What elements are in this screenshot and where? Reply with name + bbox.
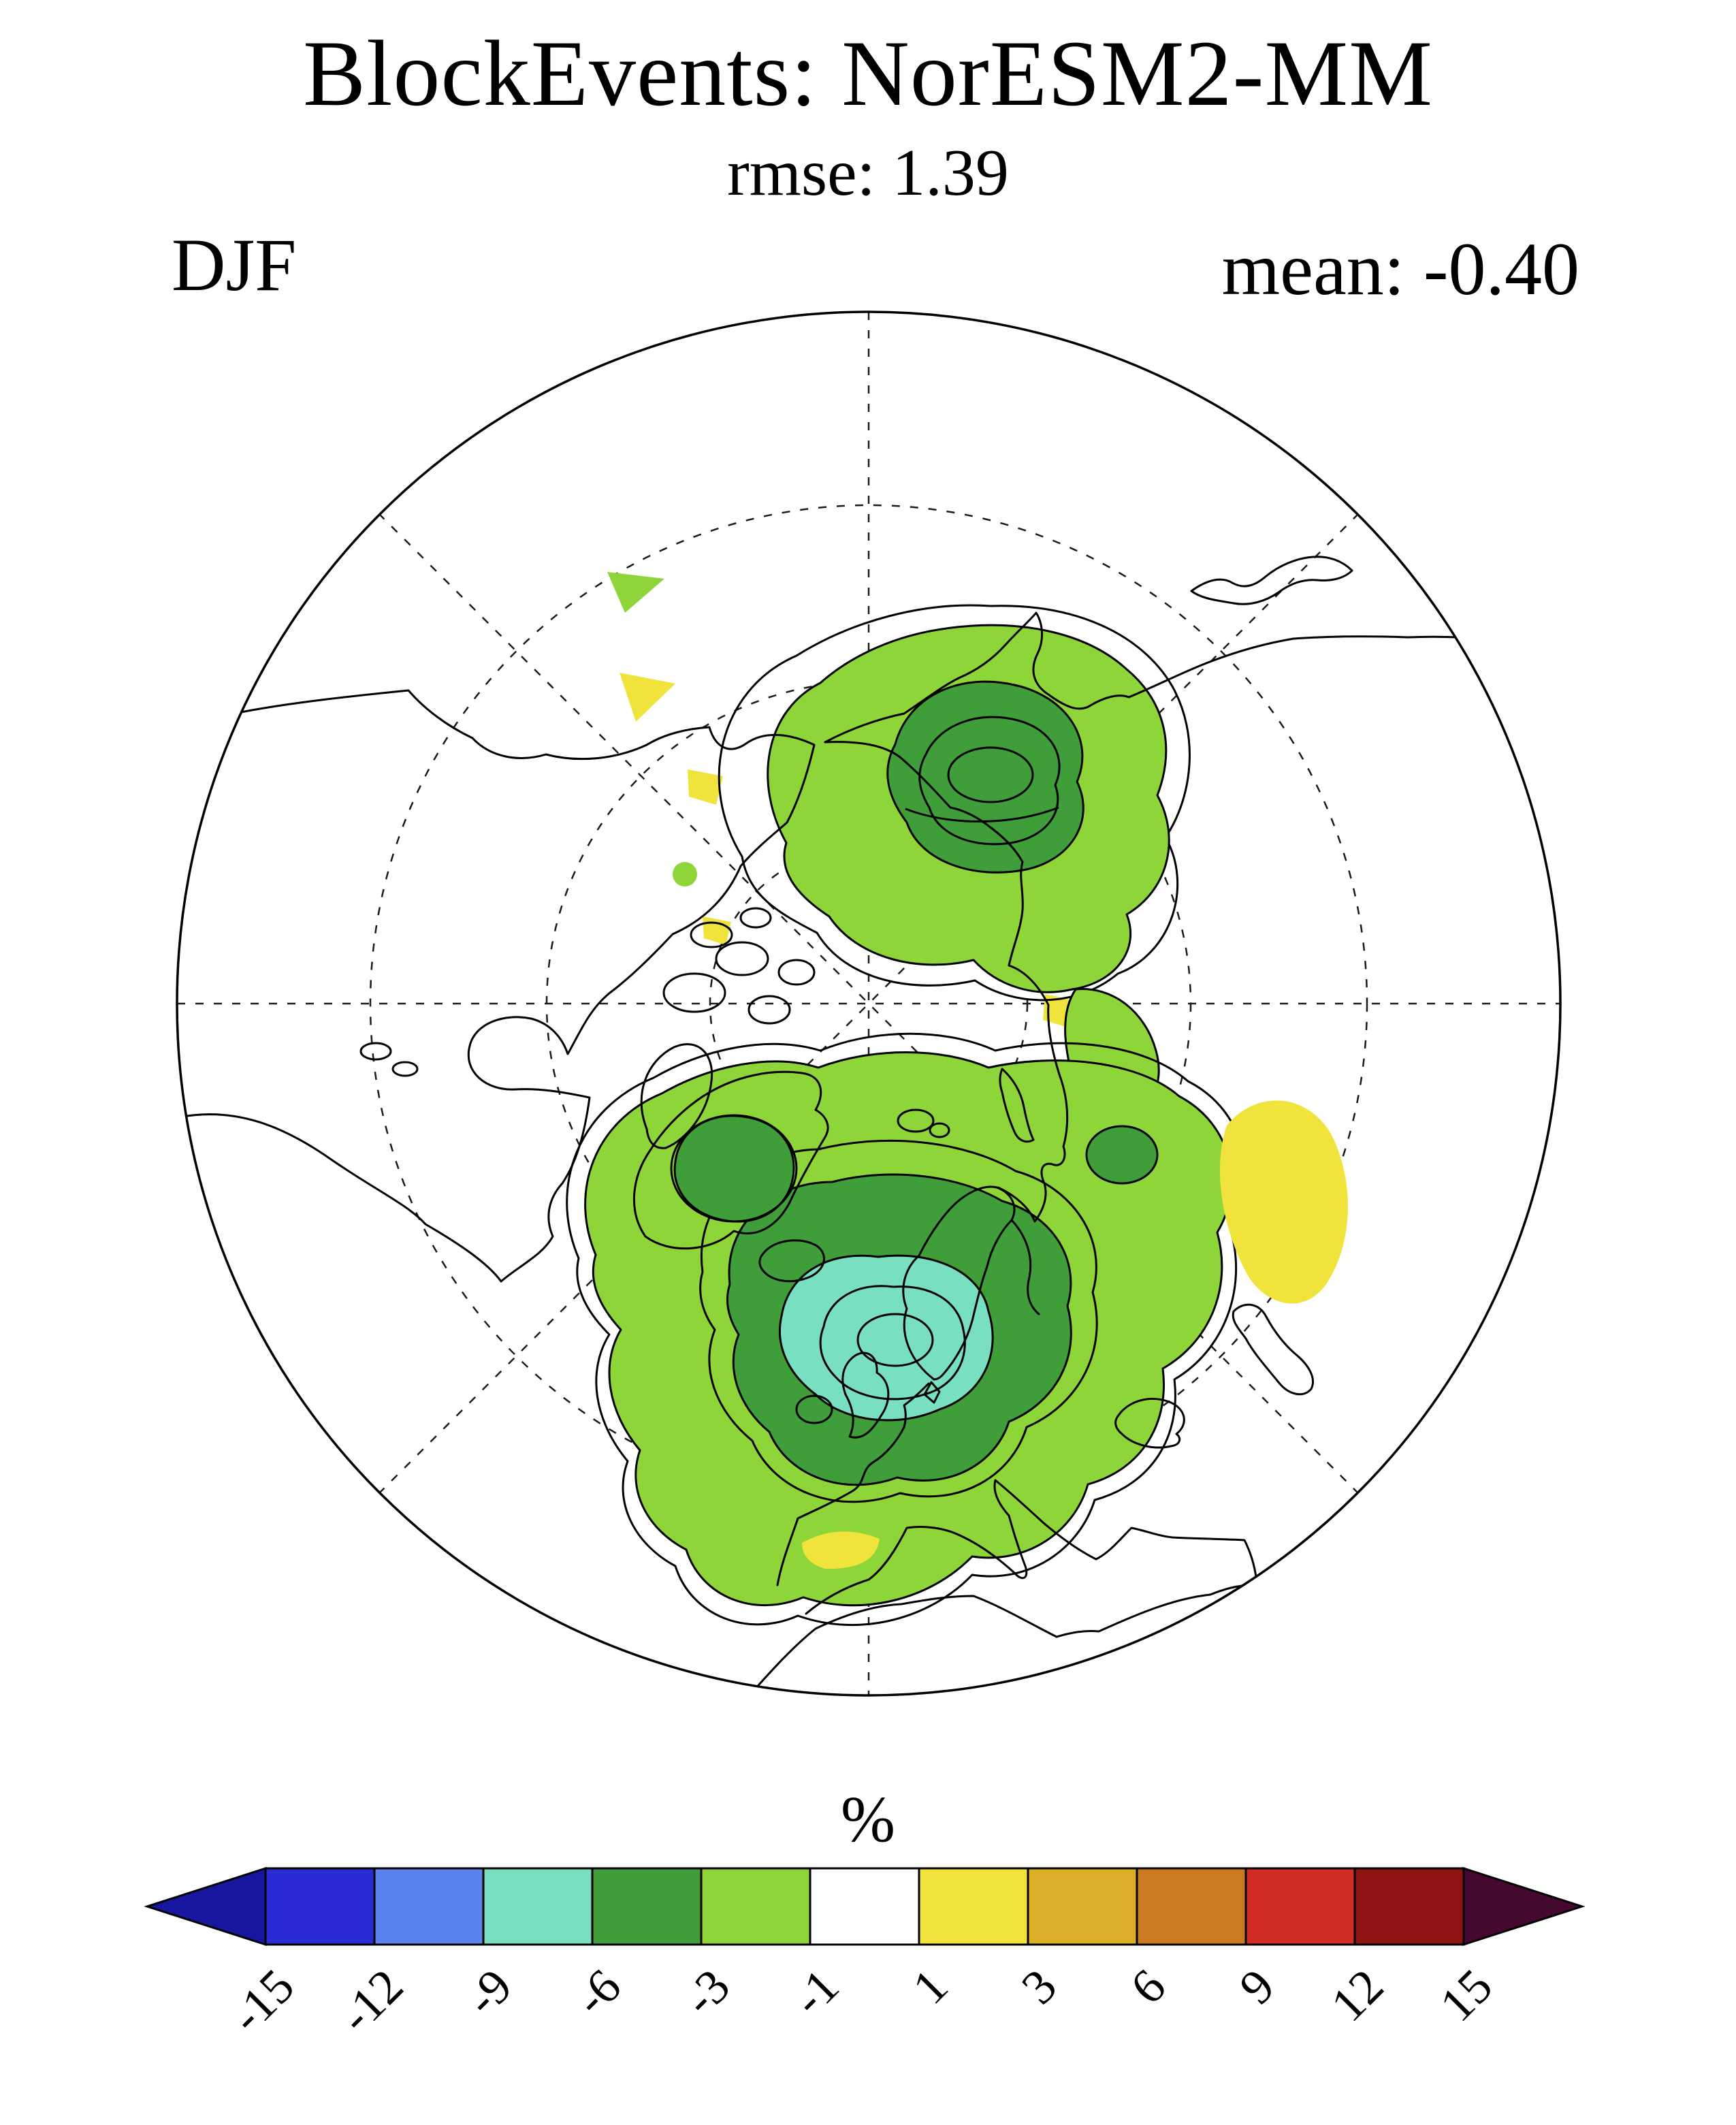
map-boundary-circle: [176, 310, 1562, 1697]
colorbar-tick-label: 15: [1429, 1958, 1503, 2032]
colorbar-tick-label: -1: [782, 1958, 850, 2026]
colorbar-tick-label: 12: [1320, 1958, 1394, 2032]
coastline-great-lake-2: [391, 1061, 419, 1077]
rmse-label: rmse: 1.39: [727, 136, 1009, 210]
coastline-great-lake: [359, 1042, 392, 1061]
coastline-arctic-island-1: [662, 972, 726, 1013]
shade-yellow-patch-east-siberia: [688, 769, 723, 805]
coastline-north-africa: [753, 1584, 1254, 1691]
shade-yellow-urals: [1219, 1100, 1348, 1304]
coastline-baltic: [1010, 1219, 1040, 1315]
polar-map: [176, 310, 1562, 1697]
colorbar-cell-6: [809, 1867, 920, 1946]
mean-label: mean: -0.40: [1221, 227, 1579, 310]
contour-cyan-core: [856, 1313, 934, 1367]
coastline-atlantic-europe: [776, 1382, 930, 1586]
shade-darkgreen-davis: [673, 1115, 795, 1223]
coastline-greenland: [632, 1070, 829, 1250]
colorbar-tick-label: -9: [455, 1958, 523, 2026]
colorbar-under-arrow: [144, 1866, 267, 1947]
colorbar-cell-7: [918, 1867, 1029, 1946]
coastline-baffin-island: [640, 1043, 713, 1149]
colorbar-units-label: %: [841, 1783, 895, 1855]
shade-green-patch-bering: [607, 572, 664, 613]
colorbar-tick-label: 6: [1120, 1958, 1176, 2015]
coastline-scandinavia: [902, 1185, 1016, 1381]
shade-yellow-iberia: [802, 1531, 880, 1569]
shade-darkgreen-siberia: [886, 680, 1084, 874]
colorbar-cell-9: [1136, 1867, 1247, 1946]
colorbar-tick-label: -15: [219, 1958, 305, 2044]
bias-shading: [566, 572, 1348, 1627]
coastline-arctic-island-6: [739, 907, 772, 929]
coastline-denmark: [923, 1381, 941, 1404]
graticule: [177, 312, 1560, 1695]
coastline-great-britain: [841, 1352, 890, 1439]
coastlines: [181, 556, 1460, 1691]
colorbar-tick-label: -6: [564, 1958, 632, 2026]
coastline-japan: [1190, 556, 1353, 605]
figure-title: BlockEvents: NorESM2-MM: [303, 21, 1433, 125]
coastline-svalbard-2: [929, 1122, 950, 1138]
coastline-north-america: [181, 689, 816, 1283]
coastline-arctic-island-5: [690, 921, 733, 948]
shade-yellow-patch-chukotka: [620, 673, 675, 722]
colorbar-cell-4: [591, 1867, 703, 1946]
contour-atlantic-outer: [566, 1032, 1247, 1627]
colorbar-cell-8: [1027, 1867, 1138, 1946]
contour-cyan-inner: [819, 1285, 966, 1401]
coastline-arctic-island-2: [715, 941, 769, 976]
colorbar-cell-5: [700, 1867, 811, 1946]
coastline-mediterranean-north: [805, 1479, 1258, 1615]
coastline-ireland: [795, 1394, 833, 1424]
colorbar-tick-label: 1: [902, 1958, 959, 2015]
colorbar-cell-11: [1353, 1867, 1465, 1946]
coastline-arctic-russia: [824, 741, 1069, 1223]
season-label: DJF: [172, 223, 297, 306]
coastline-caspian-sea: [1232, 1303, 1314, 1396]
latitude-circle-45n: [369, 504, 1368, 1503]
coastline-arctic-island-3: [748, 995, 791, 1025]
contour-siberia-inner: [918, 716, 1061, 846]
contour-siberia-outer: [718, 604, 1191, 1002]
colorbar-cell-1: [264, 1867, 376, 1946]
coastline-arctic-island-4: [777, 959, 816, 986]
colorbar-cell-2: [373, 1867, 485, 1946]
coastline-novaya-zemlya: [999, 1068, 1035, 1143]
colorbar-tick-label: -3: [673, 1958, 741, 2026]
coastline-iceland: [758, 1239, 825, 1283]
colorbar-cell-3: [482, 1867, 594, 1946]
colorbar: [144, 1866, 1585, 1947]
colorbar-tick-label: 9: [1229, 1958, 1285, 2015]
colorbar-tick-label: -12: [328, 1958, 414, 2044]
contour-siberia-core: [947, 746, 1034, 803]
contour-atlantic-mid: [699, 1139, 1098, 1503]
colorbar-tick-label: 3: [1011, 1958, 1067, 2015]
coastline-svalbard: [897, 1108, 935, 1133]
coastline-black-sea: [1114, 1397, 1185, 1449]
colorbar-over-arrow: [1462, 1866, 1585, 1947]
shade-darkgreen-barents: [1085, 1125, 1159, 1185]
coastline-pacific-asia: [824, 611, 1460, 744]
colorbar-cell-10: [1244, 1867, 1356, 1946]
shade-green-dot: [673, 862, 697, 886]
contour-davis-ring: [670, 1114, 798, 1223]
